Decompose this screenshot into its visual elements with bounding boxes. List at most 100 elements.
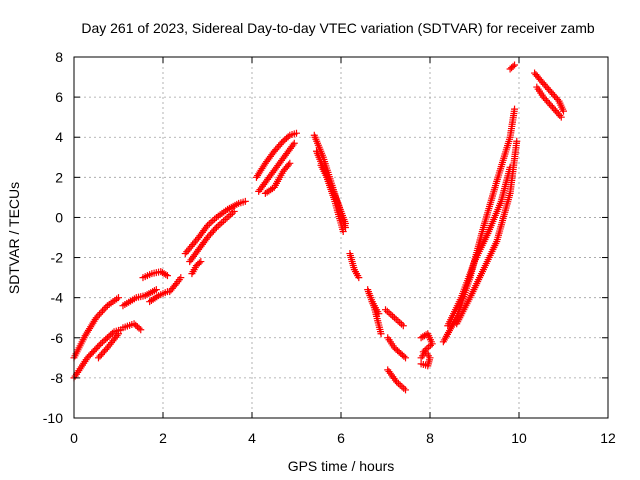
series-track-5 [119, 286, 160, 310]
data-point [99, 349, 107, 357]
y-tick-label: -2 [51, 250, 64, 266]
axis-ticks: 0 2 4 6 8 10 12 -10 -8 -6 -4 -2 0 2 4 6 8 [43, 49, 616, 446]
data-point [284, 133, 292, 141]
data-point [204, 234, 211, 241]
data-point [341, 219, 349, 227]
data-point [539, 79, 547, 87]
x-tick-label: 2 [159, 430, 167, 446]
y-tick-label: 0 [55, 209, 63, 225]
data-point [355, 274, 363, 282]
data-point [92, 344, 100, 352]
data-point [402, 354, 410, 362]
data-point [554, 95, 562, 103]
data-point [398, 383, 406, 391]
y-tick-label: 4 [55, 129, 63, 145]
data-point [509, 62, 517, 70]
data-point [541, 95, 549, 103]
data-point [545, 85, 553, 93]
data-point [133, 323, 141, 331]
data-point [94, 312, 102, 320]
series-track-7 [146, 288, 171, 306]
series-track-4 [119, 320, 145, 334]
y-tick-label: -6 [51, 330, 64, 346]
data-point [214, 222, 222, 230]
data-point [426, 341, 434, 349]
series-track-31 [533, 83, 565, 121]
data-point [105, 332, 113, 340]
data-point [547, 101, 555, 109]
data-point [543, 84, 551, 92]
data-point [545, 100, 553, 108]
data-point [163, 272, 171, 280]
data-point [282, 134, 290, 142]
data-point [162, 271, 170, 279]
x-tick-label: 10 [511, 430, 527, 446]
data-point [278, 139, 286, 147]
data-point [402, 386, 410, 394]
series-track-8 [166, 274, 185, 296]
data-point [132, 321, 140, 329]
series-track-26 [439, 105, 519, 346]
data-point [511, 61, 519, 69]
y-tick-label: -8 [51, 370, 64, 386]
data-point [103, 334, 111, 342]
data-point [289, 141, 297, 149]
data-point [135, 324, 143, 332]
data-point [387, 311, 395, 319]
data-point [227, 211, 235, 219]
data-point [100, 347, 108, 355]
x-tick-label: 0 [70, 430, 78, 446]
data-point [88, 349, 96, 357]
data-point [553, 108, 561, 116]
data-point [389, 312, 397, 320]
x-tick-label: 6 [337, 430, 345, 446]
data-point [556, 111, 564, 119]
data-point [396, 319, 404, 327]
y-tick-label: 2 [55, 169, 63, 185]
data-point [223, 214, 231, 222]
y-tick-label: 6 [55, 89, 63, 105]
data-point [197, 258, 205, 266]
data-point [91, 346, 99, 354]
data-point [211, 225, 219, 233]
data-point [85, 352, 93, 360]
data-point [209, 227, 217, 235]
series-track-27 [444, 163, 514, 330]
data-point [205, 232, 213, 240]
data-point [548, 89, 556, 97]
data-point [275, 142, 283, 150]
data-point [540, 80, 548, 88]
data-point [399, 322, 407, 330]
data-point [546, 87, 554, 95]
data-point [152, 286, 160, 294]
data-point [95, 310, 103, 318]
data-point [391, 376, 399, 384]
data-point [202, 223, 210, 231]
data-point [137, 326, 145, 334]
series-track-1 [70, 294, 122, 362]
data-point [394, 317, 402, 325]
series-track-9 [181, 197, 249, 258]
series-track-30 [531, 69, 567, 115]
series-track-21 [382, 306, 407, 330]
x-tick-label: 8 [426, 430, 434, 446]
data-point [218, 219, 226, 227]
data-point [290, 139, 298, 147]
data-point [86, 351, 94, 359]
data-point [385, 309, 393, 317]
series-track-20 [368, 298, 383, 318]
data-point [513, 137, 521, 145]
data-point [400, 384, 408, 392]
data-point [377, 330, 385, 338]
series-track-14 [261, 159, 294, 197]
data-point [94, 343, 102, 351]
series-track-29 [506, 61, 519, 73]
data-point [394, 380, 402, 388]
data-point [273, 144, 281, 152]
x-tick-label: 12 [600, 430, 616, 446]
data-point [95, 341, 103, 349]
series-track-12 [252, 129, 300, 181]
data-point [206, 230, 214, 238]
data-point [115, 294, 122, 302]
